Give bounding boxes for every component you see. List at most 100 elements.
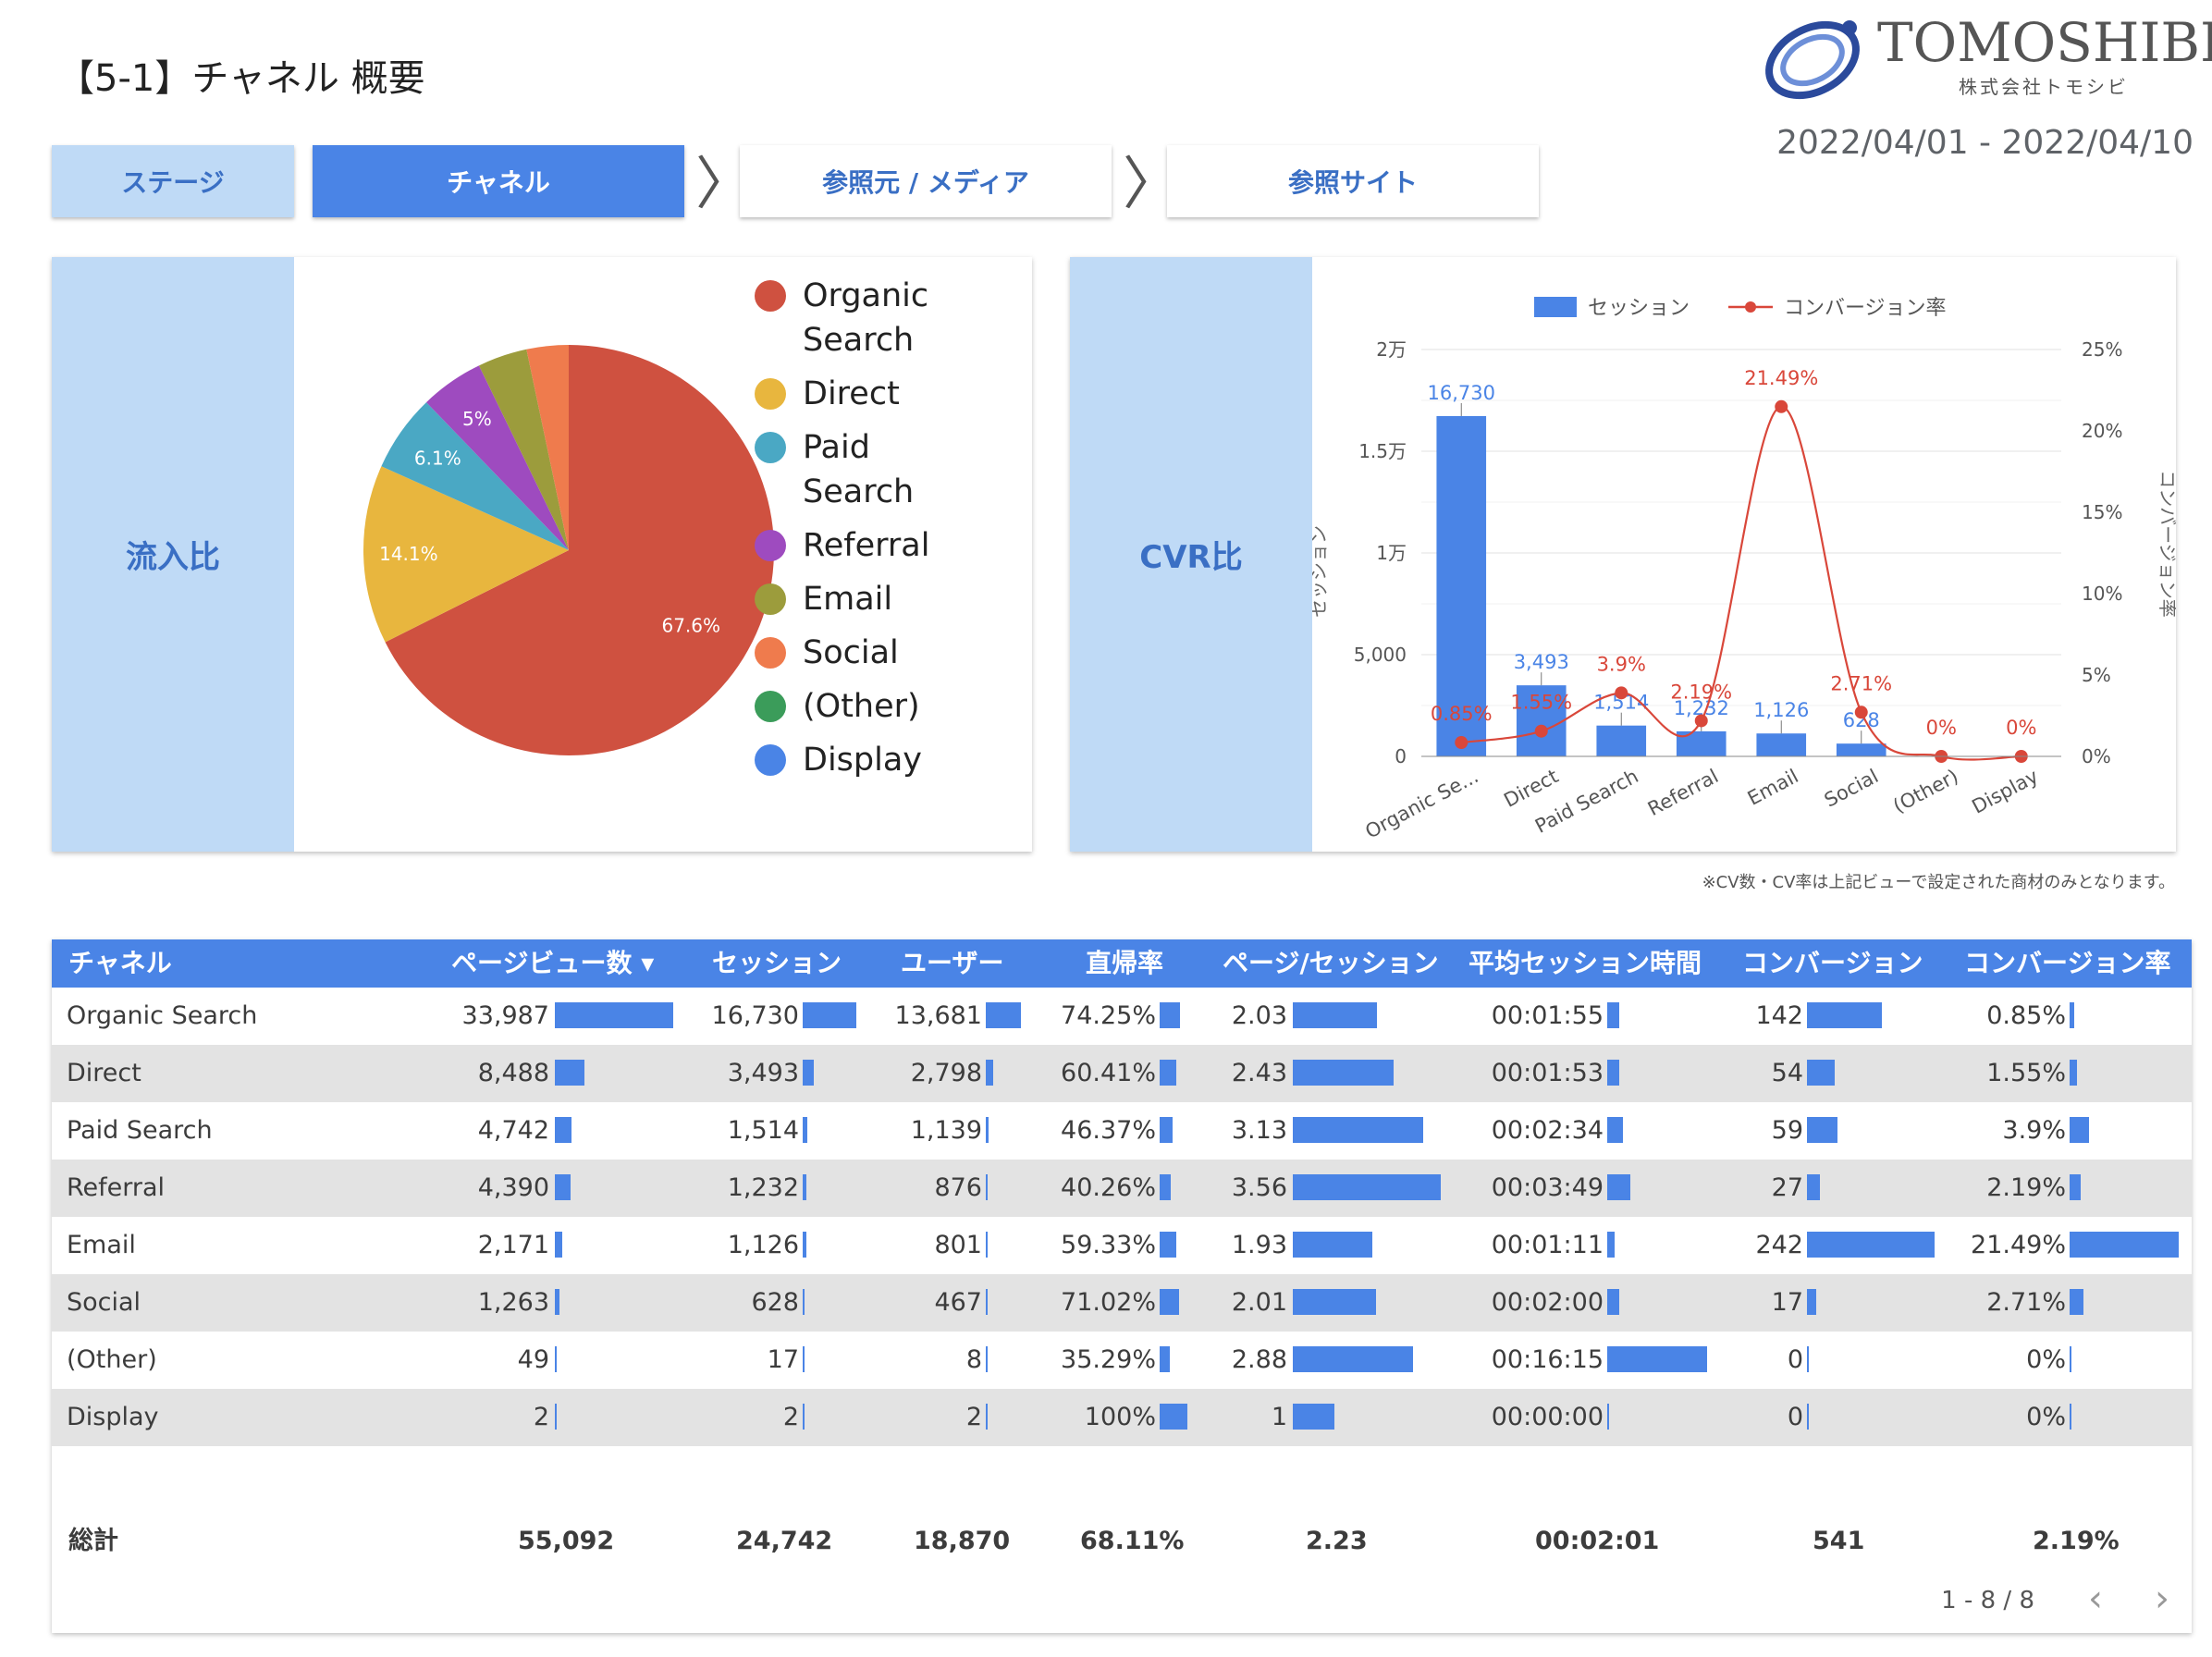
col-sessions-header[interactable]: セッション xyxy=(712,948,842,978)
col-channel-header[interactable]: チャネル xyxy=(68,948,172,978)
tab-referral-site[interactable]: 参照サイト xyxy=(1167,145,1539,217)
chevron-right-icon[interactable]: › xyxy=(2155,1577,2169,1620)
cell-pageviews: 4,742 xyxy=(477,1116,549,1145)
legend-item[interactable]: Organic Search xyxy=(755,274,1014,362)
col-pps-header[interactable]: ページ/セッション xyxy=(1223,948,1439,978)
x-tick-label: Direct xyxy=(1500,765,1562,812)
cvr-point-0[interactable] xyxy=(1455,736,1469,750)
cell-avg-time: 00:01:11 xyxy=(1491,1231,1604,1259)
col-pageviews-header[interactable]: ページビュー数 ▾ xyxy=(451,948,655,978)
tab-source-medium[interactable]: 参照元 / メディア xyxy=(740,145,1112,217)
tab-channel[interactable]: チャネル xyxy=(313,145,684,217)
cell-channel: Social xyxy=(67,1288,141,1317)
pie-slice-paid-search[interactable] xyxy=(381,402,569,550)
y2-tick-label: 10% xyxy=(2082,583,2122,605)
bar-1[interactable] xyxy=(1516,685,1567,756)
bar-3[interactable] xyxy=(1676,730,1727,756)
cvr-data-label: 2.19% xyxy=(1670,681,1732,703)
y-tick-label: 0 xyxy=(1395,745,1407,767)
col-conversions-header[interactable]: コンバージョン xyxy=(1742,948,1923,978)
pie-slice-label: 6.1% xyxy=(414,447,461,469)
bar-4[interactable] xyxy=(1756,733,1807,756)
cvr-point-2[interactable] xyxy=(1615,686,1628,700)
table-row[interactable]: Display 2 2 2 100% 1 00:00:00 0 0% xyxy=(52,1389,2192,1446)
table-row[interactable]: Referral 4,390 1,232 876 40.26% 3.56 00:03:49 2… xyxy=(52,1160,2192,1217)
bar-data-label: 16,730 xyxy=(1428,382,1495,404)
cell-avg-time: 00:03:49 xyxy=(1491,1173,1604,1202)
cell-bar xyxy=(1160,1289,1180,1315)
y2-axis-title: コンバージョン率 xyxy=(2157,470,2176,618)
totals-pageviews: 55,092 xyxy=(518,1527,615,1555)
tab-referral-site-label: 参照サイト xyxy=(1287,167,1418,198)
cvr-point-3[interactable] xyxy=(1694,714,1708,728)
table-row[interactable]: Organic Search 33,987 16,730 13,681 74.25% 2.… xyxy=(52,988,2192,1045)
cell-conversions: 0 xyxy=(1787,1403,1803,1431)
pie-chart[interactable]: 67.6% 14.1% 6.1%5% xyxy=(294,257,793,852)
legend-item[interactable]: (Other) xyxy=(755,684,1014,729)
cell-users: 8 xyxy=(965,1345,982,1374)
cell-pps: 1.93 xyxy=(1231,1231,1287,1259)
cell-bar xyxy=(1607,1117,1624,1143)
cell-conversions: 242 xyxy=(1755,1231,1803,1259)
cell-users: 2 xyxy=(965,1403,982,1431)
legend-item[interactable]: Social xyxy=(755,631,1014,675)
pie-slice-organic-search[interactable] xyxy=(385,345,774,755)
cell-channel: Direct xyxy=(67,1059,141,1087)
table-row[interactable]: Direct 8,488 3,493 2,798 60.41% 2.43 00:01:53 5… xyxy=(52,1045,2192,1102)
cell-users: 876 xyxy=(934,1173,982,1202)
cell-sessions: 628 xyxy=(751,1288,799,1317)
col-users-header[interactable]: ユーザー xyxy=(901,948,1004,978)
cell-bounce: 46.37% xyxy=(1061,1116,1156,1145)
cv-note: ※CV数・CV率は上記ビューで設定された商材のみとなります。 xyxy=(1702,873,2175,892)
cell-channel: Paid Search xyxy=(67,1116,213,1145)
cell-bar xyxy=(803,1002,856,1028)
pie-slice-direct[interactable] xyxy=(363,466,569,643)
cell-pps: 2.43 xyxy=(1231,1059,1287,1087)
cell-bar xyxy=(803,1174,807,1200)
cell-bar xyxy=(986,1117,989,1143)
legend-item[interactable]: Display xyxy=(755,738,1014,782)
logo-mark-icon xyxy=(1765,20,1860,100)
col-cvr-header[interactable]: コンバージョン率 xyxy=(1964,948,2171,978)
pie-slice-email[interactable] xyxy=(478,349,569,550)
date-range[interactable]: 2022/04/01 - 2022/04/10 xyxy=(1776,124,2194,162)
y-axis-title: セッション xyxy=(1312,525,1330,618)
legend-label: (Other) xyxy=(803,688,920,725)
table-row[interactable]: Email 2,171 1,126 801 59.33% 1.93 00:01:11 242 2… xyxy=(52,1217,2192,1274)
cell-pageviews: 1,263 xyxy=(477,1288,549,1317)
cvr-point-5[interactable] xyxy=(1854,706,1868,719)
legend-item[interactable]: Referral xyxy=(755,523,1014,568)
cell-cvr: 2.71% xyxy=(1986,1288,2066,1317)
tab-stage[interactable]: ステージ xyxy=(52,145,294,217)
col-avgtime-header[interactable]: 平均セッション時間 xyxy=(1469,948,1702,978)
legend-item[interactable]: Direct xyxy=(755,372,1014,416)
table-row[interactable]: Social 1,263 628 467 71.02% 2.01 00:02:00 17 2.7… xyxy=(52,1274,2192,1332)
legend-item[interactable]: Paid Search xyxy=(755,425,1014,514)
cell-sessions: 3,493 xyxy=(727,1059,799,1087)
legend-item[interactable]: Email xyxy=(755,577,1014,621)
cvr-point-1[interactable] xyxy=(1534,724,1548,738)
cell-bar xyxy=(1160,1060,1176,1086)
chevron-left-icon[interactable]: ‹ xyxy=(2088,1577,2103,1620)
inflow-label: 流入比 xyxy=(52,257,294,852)
cell-users: 2,798 xyxy=(910,1059,982,1087)
cell-bar xyxy=(2070,1117,2090,1143)
bar-0[interactable] xyxy=(1436,415,1487,756)
cell-bar xyxy=(1607,1404,1609,1430)
col-bounce-header[interactable]: 直帰率 xyxy=(1086,948,1164,978)
pie-slice-social[interactable] xyxy=(526,345,569,550)
table-row[interactable]: Paid Search 4,742 1,514 1,139 46.37% 3.13 00:0… xyxy=(52,1102,2192,1160)
cvr-line[interactable] xyxy=(1461,405,2022,761)
x-tick-label: Social xyxy=(1821,765,1882,811)
totals-pps: 2.23 xyxy=(1306,1527,1368,1555)
cell-bar xyxy=(1160,1002,1181,1028)
bar-2[interactable] xyxy=(1596,725,1647,756)
legend-swatch-icon xyxy=(755,280,786,312)
cell-users: 13,681 xyxy=(894,1001,982,1030)
table-row[interactable]: (Other) 49 17 8 35.29% 2.88 00:16:15 0 0% xyxy=(52,1332,2192,1389)
bar-5[interactable] xyxy=(1836,743,1886,756)
pie-slice-referral[interactable] xyxy=(426,365,569,550)
cvr-label: CVR比 xyxy=(1070,257,1312,852)
cvr-point-4[interactable] xyxy=(1775,399,1788,413)
